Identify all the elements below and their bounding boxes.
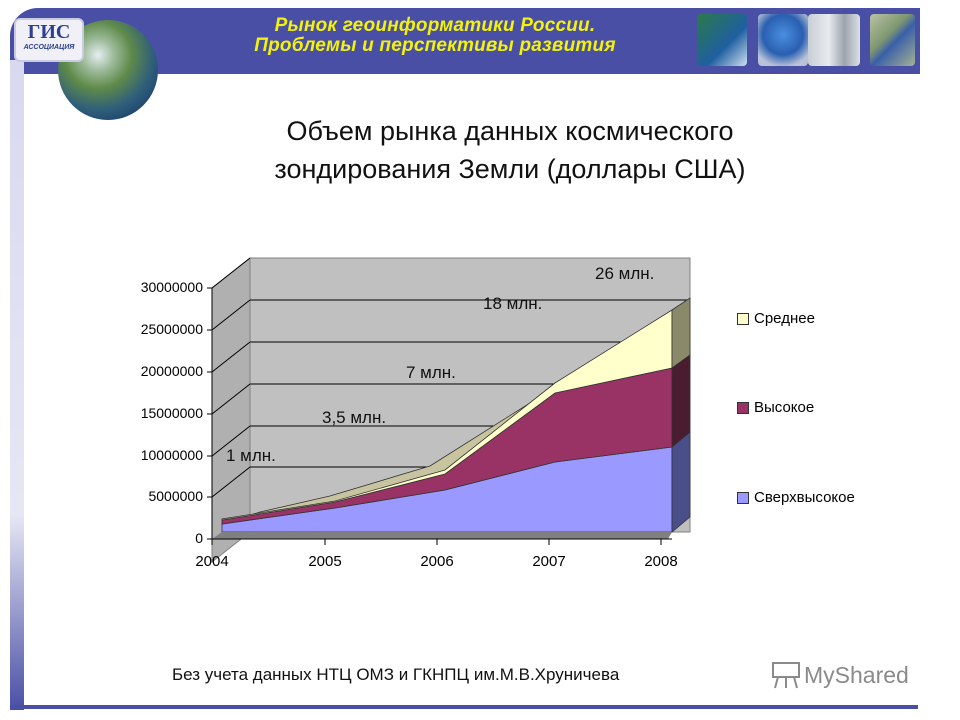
software-box-image (697, 14, 747, 66)
legend-item-srednee: Среднее (737, 310, 815, 327)
legend-item-vysokoe: Высокое (737, 399, 814, 416)
footnote: Без учета данных НТЦ ОМЗ и ГКНПЦ им.М.В.… (172, 665, 620, 684)
total-station-image (758, 14, 808, 66)
x-tick-label: 2005 (308, 553, 342, 570)
y-tick-label: 0 (195, 530, 203, 546)
x-tick-label: 2004 (195, 553, 229, 570)
watermark-text: MyShared (804, 661, 909, 688)
projector-icon (772, 662, 800, 689)
watermark: MyShared (770, 660, 909, 690)
y-tick-label: 25000000 (140, 321, 203, 337)
slide-title-line1: Объем рынка данных космического (286, 116, 734, 146)
y-tick-label: 30000000 (140, 279, 203, 295)
buildings-image (808, 14, 860, 66)
satellite-map-image (870, 14, 915, 66)
y-tick-label: 10000000 (140, 447, 203, 463)
y-tick-label: 5000000 (148, 488, 203, 504)
annotation-2007: 18 млн. (483, 294, 543, 313)
frame-corner (24, 74, 64, 114)
legend-label: Среднее (754, 310, 815, 327)
x-tick-label: 2006 (420, 553, 454, 570)
y-tick-label: 15000000 (140, 405, 203, 421)
header-title: Рынок геоинформатики России. Проблемы и … (200, 16, 670, 56)
x-tick-label: 2007 (532, 553, 566, 570)
logo-sub-text: АССОЦИАЦИЯ (23, 44, 75, 51)
annotation-2006: 7 млн. (406, 363, 456, 382)
gis-association-logo: ГИС АССОЦИАЦИЯ (14, 18, 84, 62)
header-title-line1: Рынок геоинформатики России. (274, 15, 596, 36)
annotation-2004: 1 млн. (226, 446, 276, 465)
y-tick-label: 20000000 (140, 363, 203, 379)
legend-label: Высокое (754, 399, 815, 416)
bottom-frame-line (10, 705, 918, 709)
legend-swatch-icon (737, 491, 749, 504)
annotation-2008: 26 млн. (595, 264, 655, 283)
left-frame-band (10, 60, 24, 710)
legend-label: Сверхвысокое (754, 489, 855, 506)
annotation-2005: 3,5 млн. (322, 408, 387, 427)
legend-swatch-icon (737, 312, 749, 325)
slide-title-line2: зондирования Земли (доллары США) (274, 154, 746, 184)
logo-main-text: ГИС (27, 21, 71, 43)
legend-swatch-icon (737, 401, 749, 414)
slide-title: Объем рынка данных космического зондиров… (200, 112, 820, 188)
legend-item-sverkhvysokoe: Сверхвысокое (737, 489, 855, 506)
x-tick-label: 2008 (644, 553, 678, 570)
header-title-line2: Проблемы и перспективы развития (254, 35, 616, 56)
